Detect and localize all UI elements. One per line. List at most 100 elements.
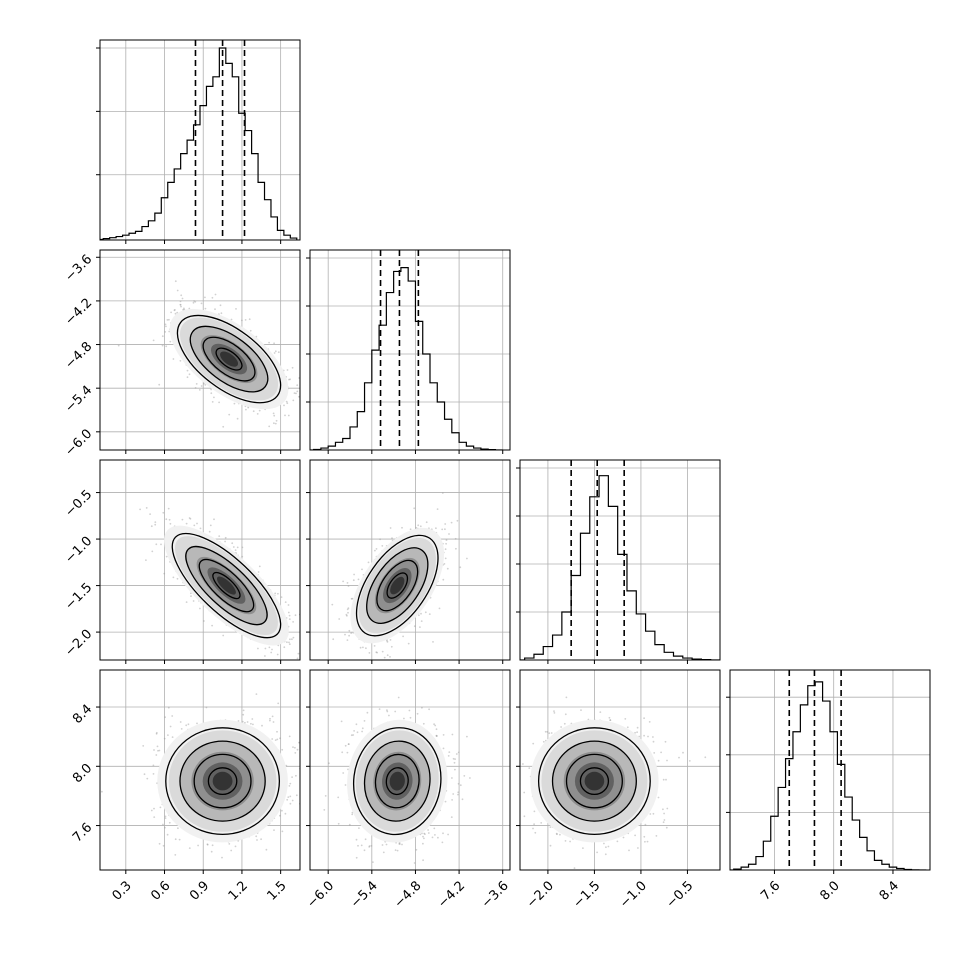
sample-point: [444, 523, 447, 525]
sample-point: [624, 718, 627, 720]
sample-point: [457, 782, 460, 785]
sample-point: [347, 607, 350, 610]
sample-point: [434, 724, 437, 727]
sample-point: [222, 634, 225, 637]
sample-point: [167, 734, 169, 736]
sample-point: [273, 352, 276, 354]
sample-point: [287, 796, 290, 798]
sample-point: [417, 524, 420, 527]
sample-point: [153, 749, 155, 751]
panel-frame: [309, 459, 511, 661]
sample-point: [381, 844, 384, 846]
sample-point: [433, 827, 436, 830]
sample-point: [304, 765, 306, 767]
sample-point: [359, 646, 362, 649]
sample-point: [383, 656, 386, 659]
sample-point: [431, 836, 434, 839]
sample-point: [560, 726, 562, 728]
sample-point: [346, 582, 349, 584]
sample-point: [365, 647, 367, 650]
sample-point: [522, 763, 524, 765]
sample-point: [450, 521, 453, 524]
sample-point: [164, 323, 167, 326]
x-tick-label: −4.8: [392, 878, 425, 911]
sample-point: [286, 402, 289, 405]
sample-point: [192, 301, 195, 304]
sample-point: [435, 735, 438, 737]
sample-point: [662, 808, 664, 811]
sample-point: [168, 330, 171, 333]
sample-point: [422, 859, 424, 862]
sample-point: [277, 351, 280, 354]
sample-point: [237, 720, 240, 722]
sample-point: [224, 540, 227, 543]
sample-point: [256, 413, 259, 415]
sample-point: [457, 793, 459, 796]
sample-point: [218, 535, 221, 537]
sample-point: [211, 844, 214, 847]
sample-point: [251, 718, 254, 720]
sample-point: [280, 596, 283, 598]
sample-point: [459, 784, 462, 787]
sample-point: [211, 296, 214, 299]
sample-point: [442, 578, 445, 581]
sample-point: [637, 847, 639, 849]
sample-point: [391, 537, 393, 540]
sample-point: [279, 737, 281, 740]
sample-point: [435, 735, 438, 737]
sample-point: [599, 711, 602, 713]
panel-3-1: [306, 669, 511, 874]
histogram-series: [730, 681, 927, 870]
sample-point: [277, 592, 279, 595]
sample-point: [361, 727, 364, 730]
sample-point: [261, 724, 263, 727]
sample-point: [250, 722, 252, 725]
sample-point: [257, 571, 260, 573]
sample-point: [182, 308, 185, 311]
sample-point: [273, 829, 275, 831]
sample-point: [350, 734, 353, 737]
sample-point: [181, 518, 184, 521]
sample-point: [444, 528, 446, 531]
sample-point: [351, 597, 354, 600]
sample-point: [162, 844, 165, 847]
sample-point: [331, 603, 334, 606]
sample-point: [550, 732, 553, 734]
sample-point: [268, 646, 271, 649]
sample-point: [206, 843, 209, 846]
y-tick-label: −0.5: [62, 487, 95, 520]
sample-point: [653, 752, 656, 754]
sample-point: [155, 732, 158, 735]
sample-point: [241, 720, 244, 723]
sample-point: [214, 293, 217, 296]
sample-point: [279, 814, 281, 817]
sample-point: [179, 303, 182, 306]
sample-point: [203, 620, 205, 622]
density-fill: [389, 771, 405, 791]
sample-point: [205, 706, 208, 709]
sample-point: [453, 761, 456, 764]
sample-point: [407, 642, 410, 645]
sample-point: [174, 854, 177, 856]
sample-point: [179, 300, 182, 303]
panel-2-1: [306, 459, 511, 664]
contour-line: [374, 753, 420, 809]
sample-point: [451, 777, 453, 779]
sample-point: [269, 717, 271, 720]
y-tick-label: −4.8: [62, 339, 95, 372]
sample-point: [652, 736, 654, 738]
sample-point: [342, 772, 345, 774]
y-tick-label: −5.4: [62, 383, 95, 416]
sample-point: [444, 548, 447, 551]
sample-point: [155, 754, 158, 756]
sample-point: [291, 776, 293, 778]
sample-point: [155, 543, 158, 546]
sample-point: [155, 731, 158, 734]
sample-point: [678, 756, 680, 759]
sample-point: [607, 845, 610, 848]
sample-point: [375, 548, 378, 550]
sample-point: [553, 710, 555, 712]
sample-point: [160, 543, 162, 546]
sample-point: [357, 844, 359, 847]
contour-line: [189, 325, 269, 393]
